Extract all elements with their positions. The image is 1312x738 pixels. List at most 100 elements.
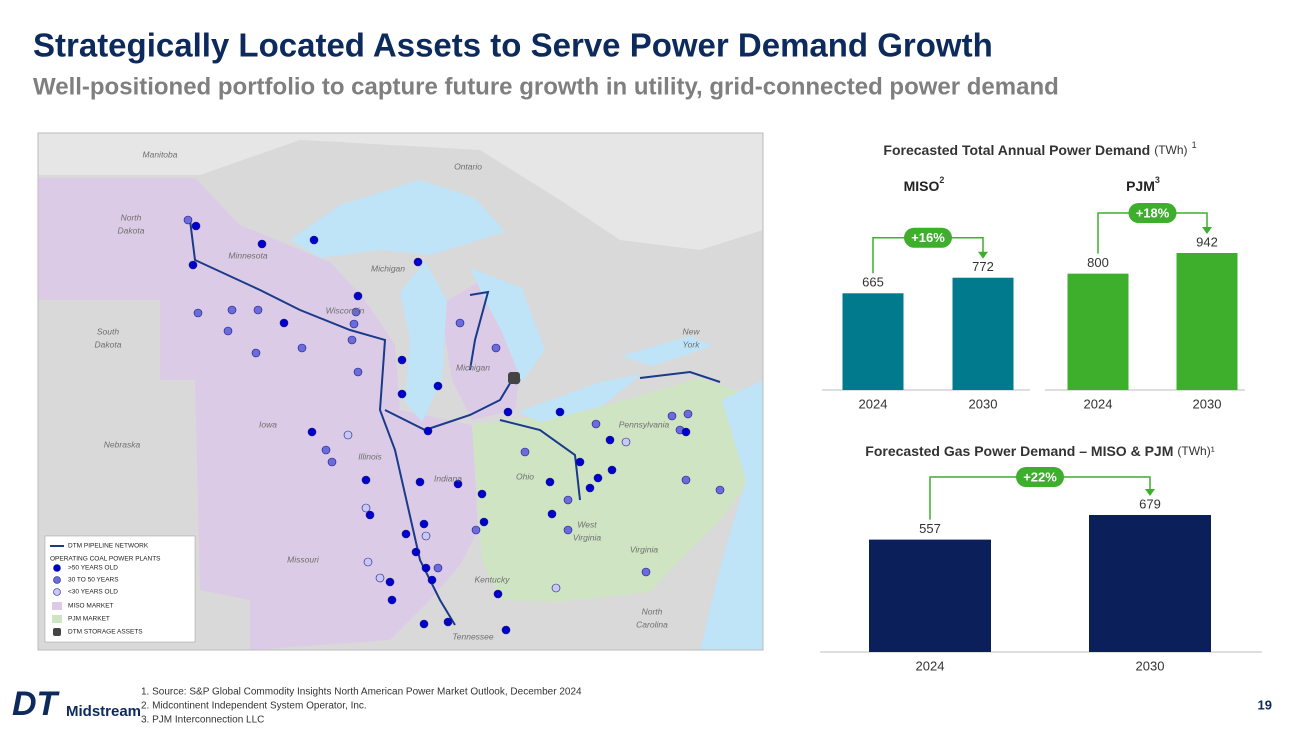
plant-dot xyxy=(307,427,317,437)
plant-dot xyxy=(321,445,331,455)
plant-dot xyxy=(353,367,363,377)
value-label: 665 xyxy=(862,275,884,290)
plant-dot xyxy=(591,419,601,429)
value-label: 679 xyxy=(1139,496,1161,511)
legend-label: PJM MARKET xyxy=(68,616,110,623)
plant-dot xyxy=(715,485,725,495)
plant-dot xyxy=(621,437,631,447)
plant-dot xyxy=(585,483,595,493)
footnote: 2. Midcontinent Independent System Opera… xyxy=(141,701,367,712)
legend-label: DTM PIPELINE NETWORK xyxy=(68,543,149,550)
plant-dot xyxy=(347,335,357,345)
plants xyxy=(183,215,725,635)
plant-dot xyxy=(683,409,693,419)
miso-region xyxy=(38,178,478,650)
bar xyxy=(1176,253,1238,390)
bar xyxy=(842,293,904,390)
plant-dot xyxy=(193,308,203,318)
plant-dot xyxy=(419,519,429,529)
plant-dot xyxy=(667,411,677,421)
map-label: South xyxy=(97,326,119,336)
plant-dot xyxy=(545,477,555,487)
plant-dot xyxy=(253,305,263,315)
map-label: New xyxy=(682,326,700,336)
map-label: North xyxy=(121,212,142,222)
logo-name: Midstream xyxy=(66,703,141,720)
plant-dot xyxy=(223,326,233,336)
category-label: 2030 xyxy=(1193,396,1222,411)
map-label: West xyxy=(577,519,597,529)
plant-dot xyxy=(365,510,375,520)
change-arrow xyxy=(978,251,988,259)
legend-box xyxy=(44,535,196,643)
page-number: 19 xyxy=(1258,697,1272,712)
chart-title-text: Forecasted Gas Power Demand – MISO & PJM xyxy=(865,443,1173,459)
map-label: Pennsylvania xyxy=(619,419,670,429)
panel-sup: 2 xyxy=(939,175,944,185)
logo: DT Midstream xyxy=(12,685,141,723)
storage-asset xyxy=(508,372,520,384)
legend: DTM PIPELINE NETWORK OPERATING COAL POWER… xyxy=(50,543,161,636)
bar xyxy=(1067,273,1129,390)
plant-dot xyxy=(443,617,453,627)
map-label: Michigan xyxy=(456,362,490,372)
pipeline-line xyxy=(384,374,516,432)
lake-erie xyxy=(518,374,642,422)
plant-dot xyxy=(503,407,513,417)
plant-dot xyxy=(279,318,289,328)
category-label: 2024 xyxy=(859,396,888,411)
legend-swatch xyxy=(52,602,62,610)
plant-dot xyxy=(351,307,361,317)
value-label: 557 xyxy=(919,521,941,536)
plant-dot xyxy=(251,348,261,358)
value-label: 772 xyxy=(972,259,994,274)
map-label: Ontario xyxy=(454,161,482,171)
legend-swatch xyxy=(53,628,61,636)
lake-superior xyxy=(290,180,505,258)
pipeline xyxy=(189,219,721,626)
plant-dot xyxy=(327,457,337,467)
plant-dot xyxy=(607,465,617,475)
plant-dot xyxy=(361,475,371,485)
plant-dot xyxy=(415,477,425,487)
value-label: 942 xyxy=(1196,234,1218,249)
bar xyxy=(1089,515,1211,652)
map-label: Carolina xyxy=(636,619,668,629)
map: Manitoba Ontario North Dakota Minnesota Michi… xyxy=(37,132,764,651)
legend-dot xyxy=(53,588,61,596)
plant-dot xyxy=(353,291,363,301)
plant-dot xyxy=(375,573,385,583)
plant-dot xyxy=(555,407,565,417)
lake-michigan xyxy=(400,262,447,422)
plant-dot xyxy=(681,427,691,437)
legend-dot xyxy=(53,564,61,572)
plant-dot xyxy=(479,517,489,527)
plant-dot xyxy=(681,475,691,485)
pipeline-line xyxy=(499,419,581,501)
legend-label: OPERATING COAL POWER PLANTS xyxy=(50,556,161,563)
change-label: +16% xyxy=(911,230,945,245)
map-label: Nebraska xyxy=(104,439,141,449)
atlantic xyxy=(700,380,763,650)
map-label: Ohio xyxy=(516,471,534,481)
category-label: 2024 xyxy=(1084,396,1113,411)
plant-dot xyxy=(309,235,319,245)
chart-title-text: Forecasted Total Annual Power Demand xyxy=(883,142,1150,158)
plant-dot xyxy=(419,619,429,629)
plant-dot xyxy=(493,589,503,599)
map-label: Kentucky xyxy=(475,574,511,584)
plant-dot xyxy=(397,389,407,399)
map-label: Manitoba xyxy=(143,149,178,159)
map-label: Michigan xyxy=(371,263,405,273)
bar xyxy=(952,277,1014,390)
plant-dot xyxy=(401,529,411,539)
plant-dot xyxy=(363,557,373,567)
plant-dot xyxy=(397,355,407,365)
plant-dot xyxy=(471,525,481,535)
map-label: Virginia xyxy=(630,544,658,554)
plant-dot xyxy=(343,430,353,440)
legend-label: <30 YEARS OLD xyxy=(68,589,118,596)
plant-dot xyxy=(227,305,237,315)
plant-dot xyxy=(413,257,423,267)
legend-label: DTM STORAGE ASSETS xyxy=(68,629,143,636)
